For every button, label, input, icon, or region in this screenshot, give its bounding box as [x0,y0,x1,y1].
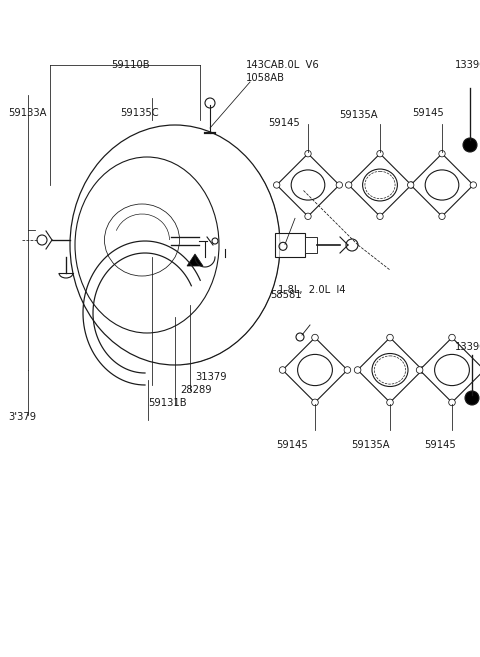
Text: 3'379: 3'379 [8,412,36,422]
Ellipse shape [425,170,459,200]
Text: 31379: 31379 [195,372,227,382]
Ellipse shape [298,354,332,386]
Text: 59131B: 59131B [148,398,187,408]
Circle shape [312,399,318,406]
Circle shape [212,238,218,244]
Circle shape [274,182,280,188]
Text: 3.0L  V6: 3.0L V6 [278,60,319,70]
Polygon shape [187,254,203,266]
Bar [305,237,317,253]
Circle shape [344,367,351,373]
Text: 59135A: 59135A [351,440,389,450]
Circle shape [279,367,286,373]
Circle shape [296,333,304,341]
Circle shape [439,213,445,219]
Polygon shape [420,338,480,402]
Circle shape [377,213,383,219]
Circle shape [449,399,456,406]
Ellipse shape [75,157,219,333]
Text: 1339GA: 1339GA [455,60,480,70]
Circle shape [279,242,287,250]
Circle shape [463,138,477,152]
Text: 59133A: 59133A [8,108,47,118]
Circle shape [408,182,415,188]
Text: 143CAF: 143CAF [246,60,284,70]
Bar [275,233,305,257]
Text: 59135A: 59135A [339,110,377,120]
Text: 59110B: 59110B [111,60,149,70]
Text: 59135C: 59135C [120,108,158,118]
Circle shape [419,367,426,373]
Circle shape [387,399,393,406]
Circle shape [346,182,352,188]
Text: 59145: 59145 [268,118,300,128]
Circle shape [305,213,311,219]
Circle shape [346,239,358,251]
Circle shape [439,150,445,157]
Text: 59145: 59145 [276,440,308,450]
Ellipse shape [70,125,280,365]
Circle shape [305,150,311,157]
Circle shape [336,182,343,188]
Ellipse shape [291,170,325,200]
Text: 1058AB: 1058AB [246,73,285,83]
Circle shape [205,98,215,108]
Polygon shape [348,154,411,216]
Polygon shape [411,154,473,216]
Text: 1339GA: 1339GA [455,342,480,352]
Ellipse shape [362,169,397,201]
Circle shape [449,334,456,341]
Text: 1.8L,  2.0L  I4: 1.8L, 2.0L I4 [278,285,346,295]
Text: 59145: 59145 [412,108,444,118]
Text: 58581: 58581 [270,290,301,300]
Circle shape [416,367,423,373]
Circle shape [387,334,393,341]
Circle shape [37,235,47,245]
Circle shape [470,182,477,188]
Polygon shape [283,338,348,402]
Ellipse shape [372,353,408,386]
Circle shape [465,391,479,405]
Circle shape [408,182,414,188]
Polygon shape [358,338,422,402]
Text: 28289: 28289 [180,385,212,395]
Circle shape [354,367,361,373]
Circle shape [312,334,318,341]
Text: 59145: 59145 [424,440,456,450]
Circle shape [377,150,383,157]
Polygon shape [276,154,339,216]
Ellipse shape [434,354,469,386]
